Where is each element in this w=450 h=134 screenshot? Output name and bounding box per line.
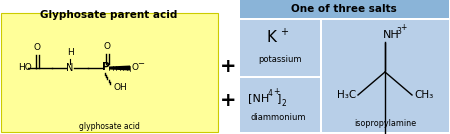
Text: +: +	[220, 90, 236, 109]
Text: diammonium: diammonium	[250, 113, 306, 122]
Bar	[1, 13, 218, 132]
Text: −: −	[137, 59, 144, 68]
Polygon shape	[109, 66, 130, 70]
Text: glyphosate acid: glyphosate acid	[79, 122, 140, 131]
Text: N: N	[66, 63, 74, 73]
Text: 3: 3	[396, 27, 401, 36]
Text: +: +	[220, 57, 236, 77]
Text: +: +	[400, 23, 406, 33]
Text: CH₃: CH₃	[414, 90, 433, 100]
Text: +: +	[280, 27, 288, 37]
Text: O: O	[34, 43, 40, 52]
Text: O: O	[104, 42, 111, 51]
Text: NH: NH	[383, 30, 400, 40]
Text: P: P	[102, 62, 110, 72]
Text: 4: 4	[268, 90, 273, 98]
Text: Glyphosate parent acid: Glyphosate parent acid	[40, 10, 178, 20]
Text: 2: 2	[281, 98, 286, 107]
Text: isopropylamine: isopropylamine	[354, 118, 416, 127]
Text: ]: ]	[277, 93, 281, 103]
Text: +: +	[273, 88, 279, 96]
Text: H₃C: H₃C	[337, 90, 356, 100]
Text: OH: OH	[114, 83, 128, 92]
Bar	[240, 0, 449, 18]
Text: One of three salts: One of three salts	[291, 4, 397, 14]
Text: K: K	[267, 31, 277, 46]
Text: potassium: potassium	[258, 55, 302, 64]
Bar	[322, 20, 449, 132]
Bar	[240, 20, 320, 76]
Text: H: H	[67, 48, 73, 57]
Text: [NH: [NH	[248, 93, 269, 103]
Text: O: O	[131, 62, 138, 72]
Bar	[240, 78, 320, 132]
Text: HO: HO	[18, 64, 32, 72]
